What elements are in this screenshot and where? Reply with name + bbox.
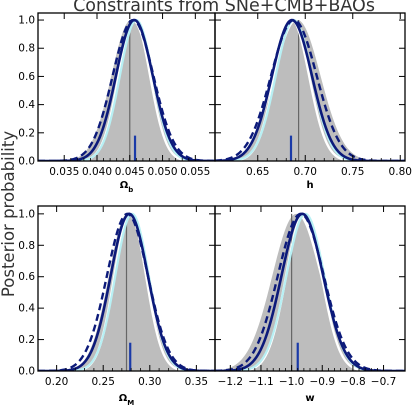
- x-tick-label: 0.055: [180, 166, 210, 178]
- dashed-curve: [38, 18, 215, 161]
- x-axis-label: w: [305, 393, 314, 404]
- y-tick-label: 0.0: [18, 156, 35, 168]
- y-tick-label: 0.4: [18, 303, 35, 315]
- dashed-curve: [38, 212, 215, 371]
- x-tick-label: 0.80: [389, 166, 412, 178]
- y-tick-label: 0.8: [18, 240, 35, 252]
- panel-3: 0.20 0.25 0.30 0.35 0.0 0.2 0.4 0.6 0.8 1.0 ΩM: [18, 205, 216, 407]
- y-tick-label: 0.2: [18, 127, 35, 139]
- x-tick-label: 0.30: [138, 376, 161, 388]
- y-tick-label: 0.6: [18, 271, 35, 283]
- x-tick-label: 0.35: [185, 376, 208, 388]
- y-tick-label: 0.4: [18, 99, 35, 111]
- dashed-curve: [215, 212, 405, 371]
- x-axis-label: ΩM: [119, 393, 135, 407]
- plot-area: [38, 18, 215, 161]
- x-tick-label: 0.75: [341, 166, 364, 178]
- x-tick-label: 0.25: [92, 376, 115, 388]
- panels: 0.035 0.040 0.045 0.050 0.055 0.0 0.2 0.4 0.6 0.8…: [18, 12, 412, 407]
- panel-4: −1.2 −1.1 −1.0 −0.9 −0.8 −0.7 w: [214, 205, 406, 404]
- x-tick-label: 0.050: [148, 166, 178, 178]
- plot-area: [215, 18, 405, 161]
- y-tick-label: 0.2: [18, 334, 35, 346]
- x-tick-label: −0.9: [310, 376, 336, 388]
- x-tick-label: 0.65: [246, 166, 269, 178]
- figure-title: Constraints from SNe+CMB+BAOs: [73, 0, 375, 16]
- posterior-fill: [38, 20, 215, 161]
- y-tick-label: 1.0: [18, 15, 35, 27]
- x-tick-label: −0.7: [371, 376, 397, 388]
- x-tick-label: −1.1: [248, 376, 274, 388]
- x-tick-label: 0.045: [115, 166, 145, 178]
- y-tick-label: 0.8: [18, 43, 35, 55]
- x-tick-label: 0.035: [49, 166, 79, 178]
- x-tick-label: −1.0: [279, 376, 305, 388]
- panel-frame: [214, 12, 406, 162]
- x-tick-label: −0.8: [340, 376, 366, 388]
- x-axis-label: h: [306, 180, 313, 191]
- plot-area: [215, 212, 405, 371]
- x-tick-label: 0.20: [45, 376, 68, 388]
- y-tick-label: 0.0: [18, 366, 35, 378]
- y-tick-label: 0.6: [18, 71, 35, 83]
- panel-2: 0.65 0.70 0.75 0.80 h: [214, 12, 412, 191]
- panel-1: 0.035 0.040 0.045 0.050 0.055 0.0 0.2 0.4 0.6 0.8…: [18, 12, 216, 194]
- x-tick-label: 0.040: [82, 166, 112, 178]
- x-tick-label: 0.70: [294, 166, 317, 178]
- posterior-fill: [215, 213, 405, 371]
- figure-ylabel: Posterior probability: [0, 131, 18, 297]
- x-tick-label: −1.2: [218, 376, 244, 388]
- x-axis-label: Ωb: [120, 180, 134, 194]
- posterior-fill: [215, 20, 405, 161]
- plot-area: [38, 212, 215, 371]
- y-tick-label: 1.0: [18, 208, 35, 220]
